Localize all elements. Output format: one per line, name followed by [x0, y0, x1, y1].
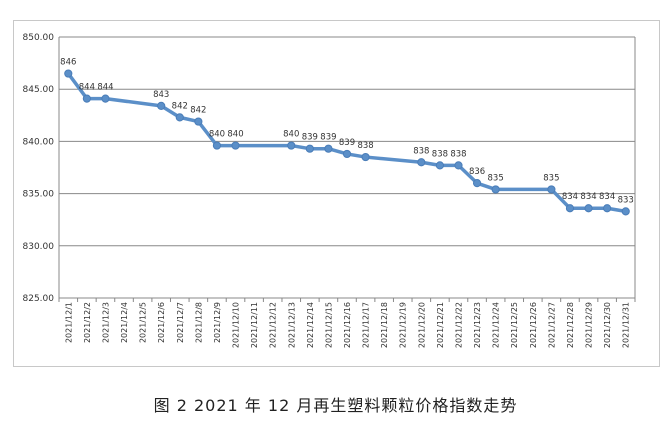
- x-tick-label: 2021/12/6: [157, 302, 166, 343]
- y-tick-label: 845.00: [23, 85, 55, 95]
- y-tick-label: 840.00: [23, 137, 55, 147]
- data-point: [64, 69, 73, 78]
- x-tick-label: 2021/12/3: [101, 302, 110, 343]
- x-tick-label: 2021/12/9: [213, 302, 222, 343]
- x-tick-label: 2021/12/28: [566, 302, 575, 348]
- data-point: [547, 185, 556, 194]
- data-label: 846: [60, 58, 76, 68]
- data-label: 839: [302, 133, 318, 143]
- x-tick-label: 2021/12/26: [529, 302, 538, 348]
- x-tick-label: 2021/12/31: [622, 302, 631, 348]
- data-label: 838: [357, 141, 373, 151]
- data-point: [454, 161, 463, 170]
- data-point: [101, 94, 110, 103]
- x-tick-label: 2021/12/8: [194, 302, 203, 343]
- data-point: [157, 101, 166, 111]
- data-point: [175, 113, 184, 122]
- x-tick-label: 2021/12/29: [585, 302, 594, 348]
- data-point: [417, 158, 426, 167]
- data-point: [565, 204, 575, 213]
- x-tick-label: 2021/12/13: [287, 302, 296, 348]
- data-label: 833: [618, 195, 634, 205]
- data-point: [324, 144, 333, 153]
- data-point: [584, 204, 593, 213]
- data-label: 839: [320, 133, 336, 143]
- x-tick-label: 2021/12/17: [362, 302, 371, 348]
- x-tick-label: 2021/12/14: [306, 302, 315, 348]
- x-tick-label: 2021/12/19: [399, 302, 408, 348]
- x-tick-label: 2021/12/10: [232, 302, 241, 348]
- x-tick-label: 2021/12/4: [120, 302, 129, 343]
- data-label: 836: [469, 167, 485, 177]
- data-label: 835: [488, 173, 504, 183]
- data-label: 844: [79, 83, 95, 93]
- x-tick-label: 2021/12/20: [417, 302, 426, 348]
- figure-caption: 图 2 2021 年 12 月再生塑料颗粒价格指数走势: [153, 396, 518, 415]
- chart-frame: 825.00 830.00 835.00 840.00 845.00 850.00 2021…: [13, 20, 660, 367]
- data-label: 834: [599, 192, 615, 202]
- data-point: [287, 141, 296, 150]
- data-label: 842: [172, 101, 188, 111]
- data-label: 834: [580, 192, 596, 202]
- data-label: 843: [153, 90, 169, 100]
- x-tick-label: 2021/12/23: [473, 302, 482, 348]
- data-label: 839: [339, 138, 355, 148]
- data-label: 840: [227, 130, 243, 140]
- x-tick-label: 2021/12/27: [547, 302, 556, 348]
- data-label: 838: [450, 149, 466, 159]
- x-tick-label: 2021/12/30: [603, 302, 612, 348]
- y-tick-label: 850.00: [23, 33, 55, 43]
- y-tick-label: 835.00: [23, 190, 55, 200]
- x-tick-label: 2021/12/11: [250, 302, 259, 348]
- x-tick-label: 2021/12/5: [139, 302, 148, 343]
- data-point: [342, 149, 352, 159]
- x-tick-label: 2021/12/25: [510, 302, 519, 348]
- data-point: [231, 141, 240, 150]
- data-label: 844: [97, 83, 113, 93]
- y-tick-label: 830.00: [23, 242, 55, 252]
- x-tick-label: 2021/12/2: [83, 302, 92, 343]
- data-point: [472, 179, 482, 188]
- data-point: [491, 185, 500, 194]
- x-tick-label: 2021/12/24: [492, 302, 501, 348]
- x-tick-label: 2021/12/21: [436, 302, 445, 348]
- data-label: 840: [209, 130, 225, 140]
- x-tick-label: 2021/12/7: [176, 302, 185, 343]
- y-tick-label: 825.00: [23, 294, 55, 304]
- data-label: 842: [190, 106, 206, 116]
- x-tick-label: 2021/12/15: [324, 302, 333, 348]
- data-point: [361, 152, 370, 162]
- data-point: [194, 117, 203, 126]
- x-tick-label: 2021/12/1: [64, 302, 73, 343]
- data-point: [435, 161, 445, 170]
- data-point: [82, 94, 91, 103]
- data-label: 838: [413, 146, 429, 156]
- data-label: 840: [283, 130, 299, 140]
- x-tick-label: 2021/12/16: [343, 302, 352, 348]
- data-label: 835: [543, 173, 559, 183]
- line-chart: 825.00 830.00 835.00 840.00 845.00 850.00 2021…: [23, 33, 636, 348]
- data-point: [603, 204, 612, 213]
- x-tick-label: 2021/12/22: [454, 302, 463, 348]
- data-point: [621, 207, 630, 216]
- data-point: [212, 141, 222, 150]
- x-tick-label: 2021/12/18: [380, 302, 389, 348]
- data-label: 838: [432, 149, 448, 159]
- data-point: [305, 144, 314, 153]
- x-tick-label: 2021/12/12: [269, 302, 278, 348]
- data-label: 834: [562, 192, 578, 202]
